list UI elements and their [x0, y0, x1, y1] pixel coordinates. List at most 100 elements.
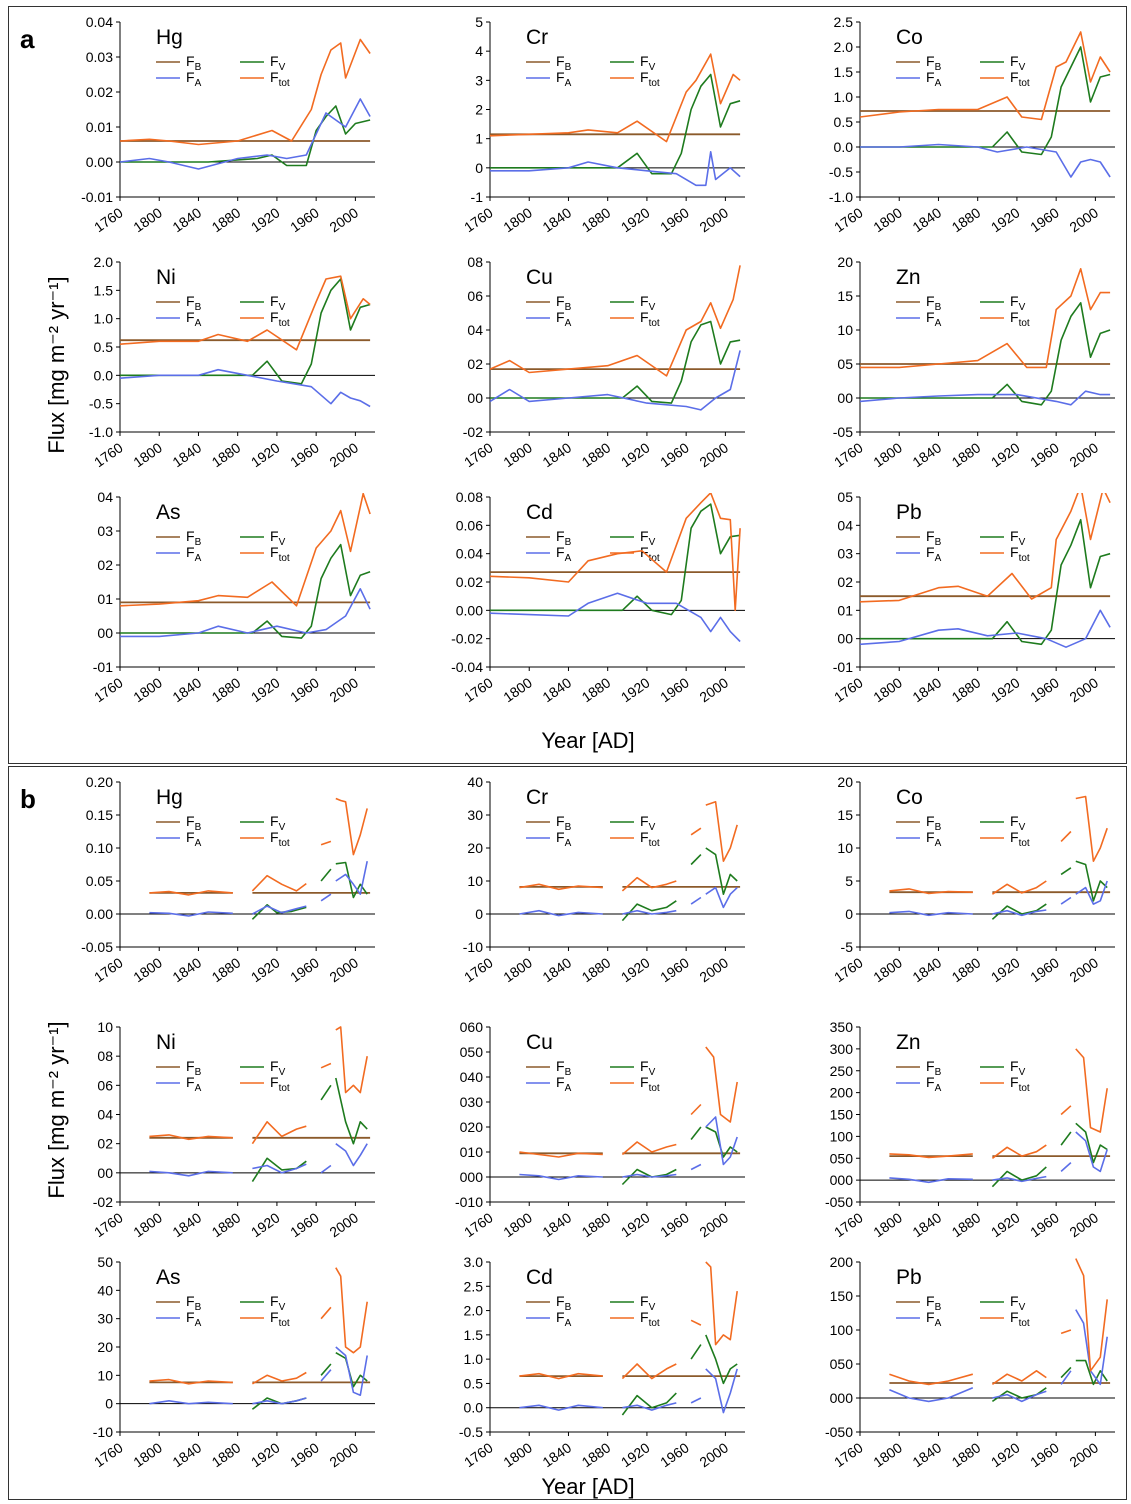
chart-b-as-y-tick-label: 10	[97, 1367, 113, 1383]
chart-b-pb-y-tick-label: 150	[830, 1288, 854, 1304]
chart-b-co-y-tick-label: 20	[837, 774, 853, 790]
chart-b-as-series-ftot	[335, 1267, 368, 1354]
chart-b-zn-series-ftot	[889, 1153, 973, 1159]
chart-a-cr-y-tick-label: 1	[475, 131, 483, 147]
chart-b-cd-x-tick-label: 1960	[657, 1439, 692, 1470]
chart-b-cd-legend-label-fa: FA	[556, 1309, 572, 1329]
chart-a-as-series-fa	[120, 587, 371, 638]
chart-b-cr-y-tick-label: 40	[467, 774, 483, 790]
chart-a-as-y-tick-label: 04	[97, 489, 113, 505]
chart-b-cd-series-ftot	[519, 1372, 603, 1380]
chart-b-pb-y-tick-label: 200	[830, 1254, 854, 1270]
chart-b-pb-series-fa	[1060, 1370, 1072, 1385]
chart-a-pb-series-group	[860, 493, 1111, 649]
chart-a-cu-legend-label-fa: FA	[556, 309, 572, 329]
chart-a-pb-x-tick-label: 1840	[909, 674, 944, 705]
chart-a-cd-series-fa	[490, 592, 741, 643]
chart-a-cr-legend-label-fb: FB	[556, 53, 572, 73]
chart-a-pb-y-tick-label: 03	[837, 546, 853, 562]
chart-b-hg-x-tick-label: 2000	[326, 954, 361, 985]
chart-a-cr-legend-label-fv: FV	[640, 53, 656, 73]
chart-b-hg-series-fv	[320, 868, 332, 882]
chart-a-as-x-tick-label: 1920	[248, 674, 283, 705]
chart-a-cu-series-group	[490, 265, 741, 411]
chart-b-pb-x-tick-label: 2000	[1066, 1439, 1101, 1470]
chart-a-ni-legend-label-fb: FB	[186, 293, 202, 313]
chart-a-cr-x-tick-label: 1880	[579, 204, 614, 235]
chart-a-pb-y-tick-label: 04	[837, 517, 853, 533]
chart-b-pb-series-fa	[1075, 1309, 1108, 1386]
chart-a-zn-series-fv	[860, 301, 1111, 406]
chart-b-cr: -10 0 10 20 30 40 1760 1800 1840 1880 1920 1960 2000…	[461, 774, 745, 985]
chart-b-cr-x-tick-label: 1960	[657, 954, 692, 985]
chart-b-cd-y-tick-label: 1.5	[464, 1327, 484, 1343]
chart-a-hg-y-tick-label: -0.01	[81, 189, 113, 205]
chart-b-co-series-ftot	[1075, 795, 1108, 863]
chart-a-co-legend-label-fa: FA	[926, 69, 942, 89]
chart-a-cd-x-tick-label: 1920	[618, 674, 653, 705]
chart-b-cr-y-tick-label: 20	[467, 840, 483, 856]
chart-b-hg-series-fv	[335, 861, 368, 899]
chart-a-cu-legend-label-fv: FV	[640, 293, 656, 313]
chart-a-cr-x-tick-label: 1840	[539, 204, 574, 235]
chart-b-co-x-tick-label: 1960	[1027, 954, 1062, 985]
chart-b-hg-y-tick-label: 0.05	[86, 873, 113, 889]
chart-a-cu-x-tick-label: 1800	[500, 439, 535, 470]
chart-b-cr-series-fv	[690, 854, 702, 866]
chart-a-hg-legend-label-fv: FV	[270, 53, 286, 73]
chart-a-hg-x-tick-label: 1800	[130, 204, 165, 235]
chart-b-cr-x-tick-label: 2000	[696, 954, 731, 985]
chart-a-co-x-tick-label: 1960	[1027, 204, 1062, 235]
chart-b-co-series-ftot	[889, 888, 973, 895]
chart-b-hg-series-fa	[335, 861, 368, 896]
chart-b-pb-y-tick-label: -050	[825, 1424, 853, 1440]
chart-a-as-legend-label-fa: FA	[186, 544, 202, 564]
chart-b-pb: -050 000 050 100 150 200 1760 1800 1840 1880 1920 1…	[825, 1254, 1115, 1470]
chart-b-ni-series-ftot	[320, 1062, 332, 1069]
chart-b-cr-series-fa	[705, 886, 738, 909]
chart-a-zn-y-tick-label: 05	[837, 356, 853, 372]
chart-b-cr-series-ftot	[621, 876, 677, 892]
chart-b-as-x-tick-label: 1800	[130, 1439, 165, 1470]
chart-b-cr-x-tick-label: 1760	[461, 954, 496, 985]
chart-b-zn-y-tick-label: 200	[830, 1085, 854, 1101]
chart-a-cu-y-tick-label: 00	[467, 390, 483, 406]
chart-b-co-x-tick-label: 2000	[1066, 954, 1101, 985]
chart-b-cd-x-tick-label: 1760	[461, 1439, 496, 1470]
chart-b-as-legend-label-ftot: Ftot	[270, 1309, 290, 1329]
chart-b-co-series-fa	[1075, 880, 1108, 905]
chart-a-zn-element-label: Zn	[896, 266, 921, 289]
chart-a-co-x-tick-label: 2000	[1066, 204, 1101, 235]
chart-a-co-series-fa	[860, 143, 1111, 178]
chart-a-co-y-tick-label: 1.5	[834, 64, 854, 80]
chart-b-as-series-ftot	[149, 1378, 233, 1385]
chart-b-hg-y-tick-label: -0.05	[81, 939, 113, 955]
chart-a-co-legend-label-fb: FB	[926, 53, 942, 73]
chart-a-cr-series-ftot	[490, 53, 741, 143]
chart-a-cd-legend-label-fb: FB	[556, 528, 572, 548]
chart-a-cr-x-tick-label: 1920	[618, 204, 653, 235]
chart-b-as-x-tick-label: 1840	[169, 1439, 204, 1470]
chart-a-ni-legend-label-fv: FV	[270, 293, 286, 313]
chart-a-hg-series-ftot	[120, 38, 371, 146]
chart-a-pb-element-label: Pb	[896, 501, 922, 524]
chart-a-hg-legend-label-fb: FB	[186, 53, 202, 73]
chart-a-cr-x-tick-label: 1960	[657, 204, 692, 235]
chart-a-cu-series-fa	[490, 350, 741, 411]
panel-b-x-axis-label: Year [AD]	[541, 1474, 634, 1499]
chart-a-ni-y-tick-label: -0.5	[89, 396, 113, 412]
chart-a-cr-legend-label-fa: FA	[556, 69, 572, 89]
chart-b-cd-series-fa	[622, 1402, 677, 1411]
chart-a-ni-x-tick-label: 1800	[130, 439, 165, 470]
chart-a-as-series-fv	[120, 543, 371, 639]
chart-a-cr-y-tick-label: 5	[475, 14, 483, 30]
chart-b-co-y-tick-label: 10	[837, 840, 853, 856]
chart-b-pb-legend-label-ftot: Ftot	[1010, 1309, 1030, 1329]
chart-b-zn: -050 000 050 100 150 200 250 300 350 1760 1800 1840…	[825, 1019, 1115, 1240]
chart-a-cr-series-group	[490, 53, 741, 187]
chart-b-co-series-fv	[991, 903, 1047, 920]
chart-b-hg-series-fa	[149, 911, 233, 917]
chart-a-pb-x-tick-label: 1960	[1027, 674, 1062, 705]
chart-a-zn-legend-label-fa: FA	[926, 309, 942, 329]
chart-a-ni-x-tick-label: 1760	[91, 439, 126, 470]
